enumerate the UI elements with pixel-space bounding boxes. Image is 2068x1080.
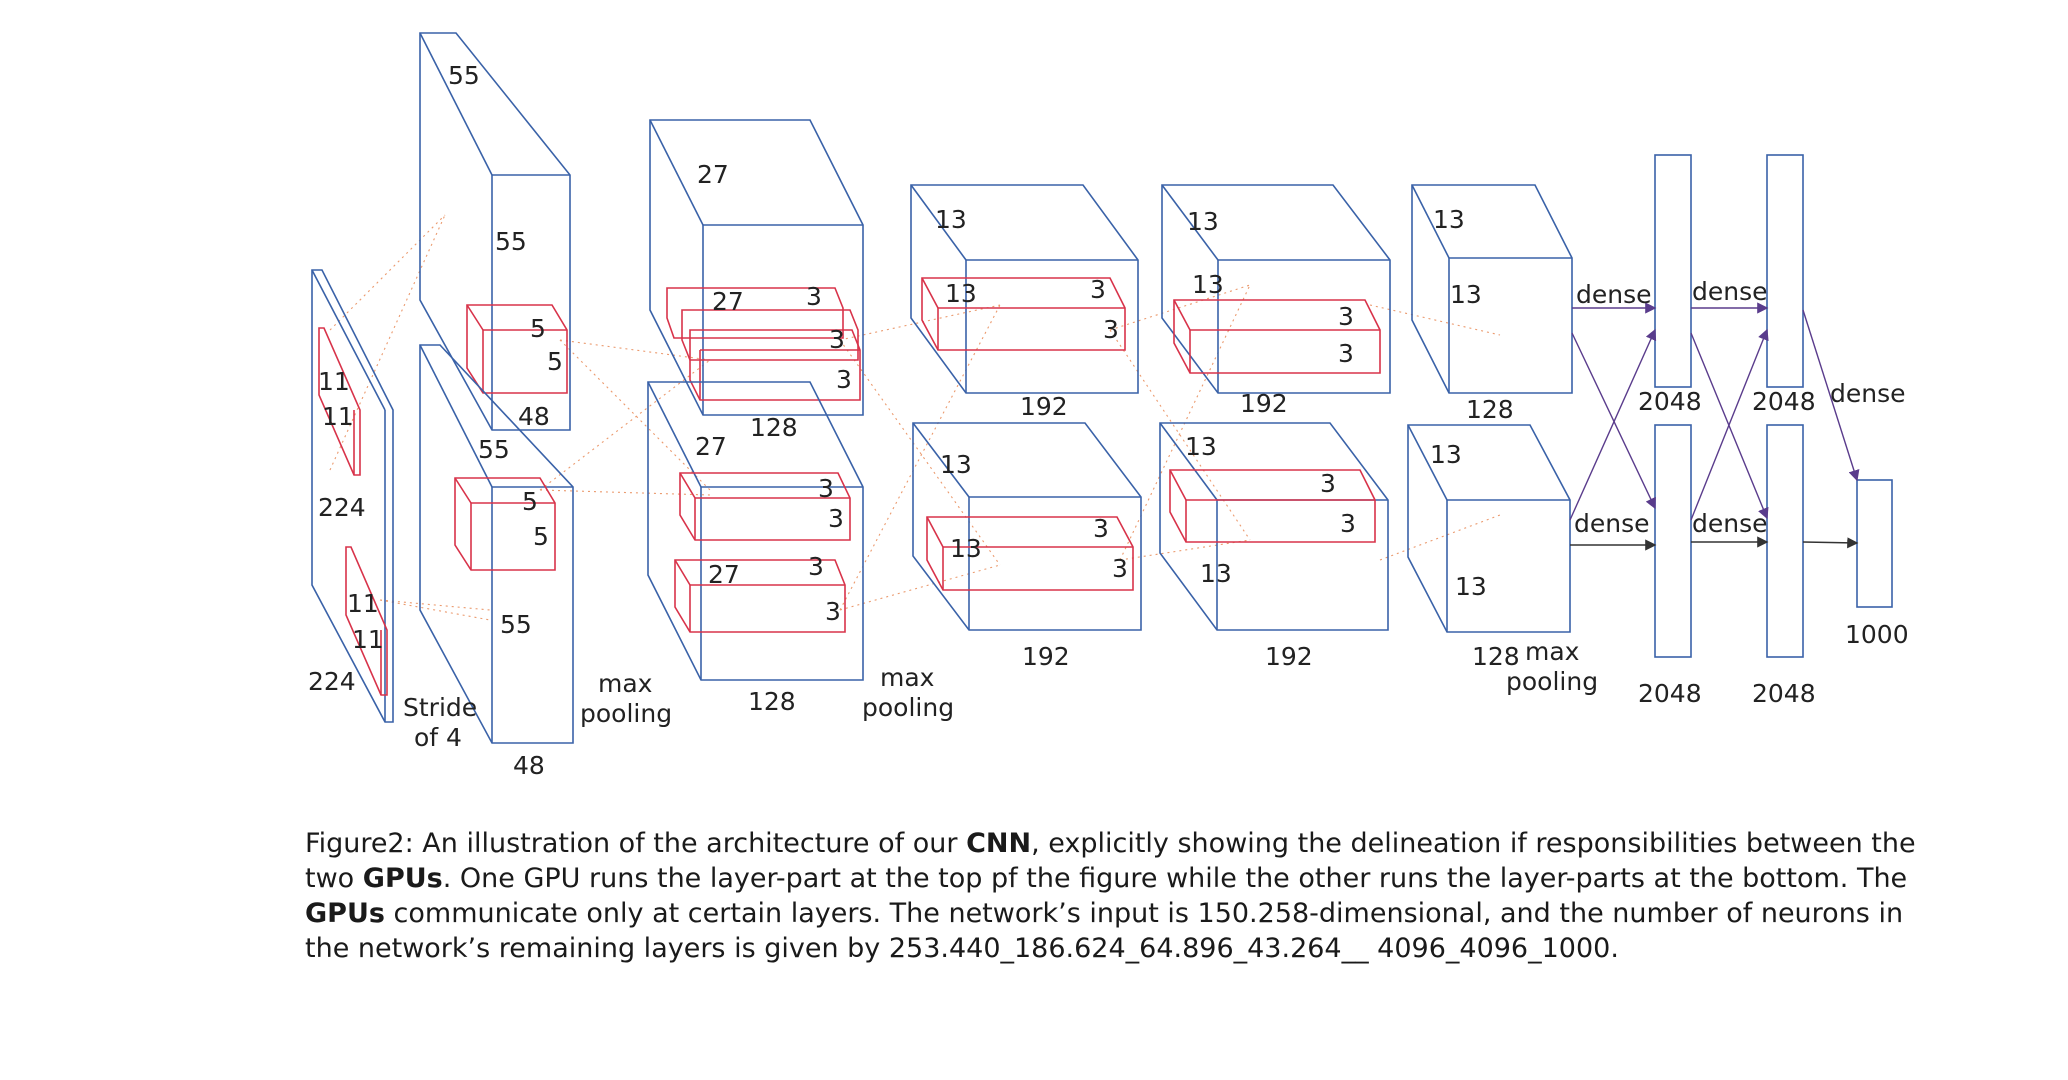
kernel-size-label: 27 — [708, 560, 740, 589]
conv5-top-depth: 13 — [1433, 205, 1465, 234]
conv4-bottom-depth: 13 — [1185, 432, 1217, 461]
conv5-top-height: 13 — [1450, 280, 1482, 309]
conv1-top-depth: 55 — [448, 61, 480, 90]
conv5-top-block: 13 13 128 — [1411, 184, 1573, 424]
conv1-top-height: 55 — [495, 227, 527, 256]
caption-text: . One GPU runs the layer-part at the top… — [442, 863, 1916, 894]
input-height-label: 224 — [318, 493, 366, 522]
kernel-size-label: 3 — [1338, 302, 1354, 331]
conv4-bottom-block: 13 3 3 13 192 — [1159, 422, 1389, 671]
fully-connected-layers: dense dense dense dense dense 2048 2048 … — [1569, 154, 1909, 708]
conv4-top-block: 13 13 3 3 192 — [1161, 184, 1391, 418]
kernel-size-label: 3 — [806, 282, 822, 311]
conv3-top-depth: 13 — [935, 205, 967, 234]
dense-label: dense — [1576, 280, 1652, 309]
maxpool-label: pooling — [1506, 667, 1598, 696]
conv2-top-depth: 27 — [697, 160, 729, 189]
fc1-bottom-size: 2048 — [1638, 679, 1702, 708]
conv1-bottom-width: 48 — [513, 751, 545, 780]
kernel-size-label: 5 — [547, 347, 563, 376]
maxpool-label: max — [1525, 637, 1579, 666]
input-width-label: 224 — [308, 667, 356, 696]
conv3-bottom-width: 192 — [1022, 642, 1070, 671]
kernel-size-label: 11 — [322, 402, 354, 431]
conv1-bottom-height: 55 — [500, 610, 532, 639]
kernel-size-label: 3 — [1090, 275, 1106, 304]
maxpool-label: pooling — [862, 693, 954, 722]
conv4-top-width: 192 — [1240, 389, 1288, 418]
kernel-size-label: 13 — [945, 279, 977, 308]
kernel-size-label: 13 — [1200, 559, 1232, 588]
kernel-size-label: 5 — [530, 314, 546, 343]
output-size: 1000 — [1845, 620, 1909, 649]
kernel-size-label: 3 — [825, 597, 841, 626]
conv5-bottom-width: 128 — [1472, 642, 1520, 671]
stride-label: of 4 — [414, 723, 462, 752]
caption-text: , explicitly showing the delineation if … — [305, 828, 1925, 894]
caption-text: communicate only at certain layers. The … — [305, 898, 1912, 964]
conv3-bottom-block: 13 13 3 3 192 — [912, 422, 1142, 671]
kernel-size-label: 3 — [829, 325, 845, 354]
conv5-bottom-block: 13 13 128 — [1407, 424, 1571, 671]
conv3-bottom-depth: 13 — [940, 450, 972, 479]
conv2-bottom-width: 128 — [748, 687, 796, 716]
kernel-size-label: 3 — [1103, 315, 1119, 344]
kernel-size-label: 3 — [818, 474, 834, 503]
caption-text: Figure2: An illustration of the architec… — [305, 828, 967, 859]
fc1-top-size: 2048 — [1638, 387, 1702, 416]
dense-label: dense — [1574, 509, 1650, 538]
kernel-size-label: 3 — [1093, 514, 1109, 543]
dense-label: dense — [1692, 509, 1768, 538]
conv2-top-width: 128 — [750, 413, 798, 442]
conv1-bottom-depth: 55 — [478, 435, 510, 464]
kernel-size-label: 11 — [318, 367, 350, 396]
kernel-size-label: 3 — [1340, 509, 1356, 538]
kernel-size-label: 3 — [836, 365, 852, 394]
fc2-bottom-size: 2048 — [1752, 679, 1816, 708]
caption-bold-cnn: CNN — [966, 828, 1032, 859]
conv2-top-block: 27 27 3 3 3 128 — [649, 119, 864, 442]
kernel-size-label: 3 — [808, 552, 824, 581]
caption-bold-gpus: GPUs — [305, 898, 385, 929]
kernel-size-label: 3 — [1320, 469, 1336, 498]
conv1-bottom-block: 55 5 5 55 48 — [419, 344, 574, 780]
input-layer: 11 11 11 11 224 224 — [308, 269, 394, 723]
conv2-bottom-depth: 27 — [695, 432, 727, 461]
kernel-size-label: 5 — [533, 522, 549, 551]
kernel-size-label: 5 — [522, 487, 538, 516]
conv5-top-width: 128 — [1466, 395, 1514, 424]
fc2-top-size: 2048 — [1752, 387, 1816, 416]
kernel-size-label: 27 — [712, 287, 744, 316]
kernel-size-label: 3 — [1338, 339, 1354, 368]
kernel-size-label: 13 — [950, 534, 982, 563]
dense-label: dense — [1830, 379, 1906, 408]
kernel-size-label: 13 — [1192, 270, 1224, 299]
figure-caption: Figure2: An illustration of the architec… — [305, 826, 1925, 966]
conv5-bottom-height: 13 — [1455, 572, 1487, 601]
conv1-top-block: 55 55 5 5 48 — [419, 32, 571, 431]
conv3-top-block: 13 13 3 3 192 — [910, 184, 1139, 421]
conv1-top-width: 48 — [518, 402, 550, 431]
kernel-size-label: 3 — [1112, 554, 1128, 583]
dense-label: dense — [1692, 277, 1768, 306]
kernel-size-label: 11 — [352, 625, 384, 654]
connection-lines — [329, 214, 1501, 621]
caption-bold-gpus: GPUs — [362, 863, 443, 894]
stride-label: Stride — [403, 693, 477, 722]
maxpool-label: pooling — [580, 699, 672, 728]
maxpool-label: max — [598, 669, 652, 698]
conv3-top-width: 192 — [1020, 392, 1068, 421]
cnn-architecture-diagram: 11 11 11 11 224 224 55 55 5 5 48 55 5 5 … — [308, 32, 1909, 780]
maxpool-label: max — [880, 663, 934, 692]
kernel-size-label: 3 — [828, 504, 844, 533]
conv5-bottom-depth: 13 — [1430, 440, 1462, 469]
kernel-size-label: 11 — [347, 589, 379, 618]
conv4-bottom-width: 192 — [1265, 642, 1313, 671]
conv2-bottom-block: 27 3 3 27 3 3 128 — [647, 381, 864, 716]
conv4-top-depth: 13 — [1187, 207, 1219, 236]
